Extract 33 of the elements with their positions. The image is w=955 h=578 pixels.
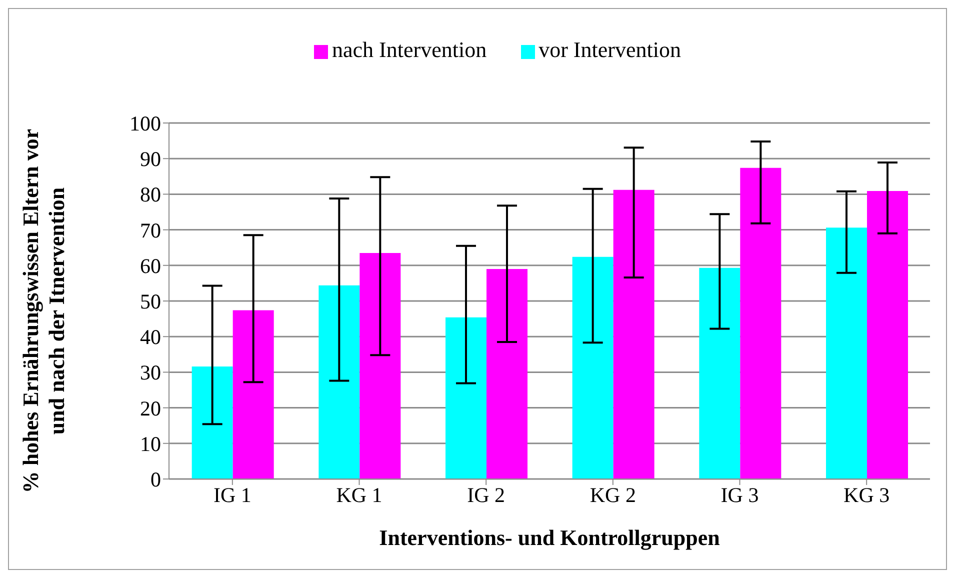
bar [318,285,360,479]
y-tick-label: 40 [140,325,161,350]
bar [192,366,233,479]
bar [486,268,528,479]
legend-label: vor Intervention [538,37,681,62]
bar [445,317,486,479]
bar [740,168,782,479]
y-tick-label: 90 [140,147,161,172]
y-tick-label: 70 [140,218,161,242]
x-tick-label: IG 3 [720,482,759,507]
bar [699,268,740,479]
bar [866,190,908,479]
x-tick-label: IG 1 [213,482,252,507]
x-axis-title: Interventions- und Kontrollgruppen [379,525,720,550]
y-axis-title: % hohes Ernährungswissen Eltern vor und nach der Itnervention [18,128,69,494]
y-tick-label: 80 [140,182,161,207]
bar [360,252,401,479]
y-tick-label: 50 [140,289,161,314]
bar [232,310,274,479]
x-tick-label: KG 3 [844,482,890,507]
y-tick-label: 30 [140,360,161,385]
bar [826,228,867,479]
y-tick-label: 10 [140,432,161,456]
y-tick-label: 60 [140,254,161,278]
legend-label: nach Intervention [332,37,487,62]
y-tick-label: 100 [130,111,161,136]
bar [572,256,614,479]
y-tick-label: 0 [150,467,161,492]
x-tick-label: KG 2 [590,482,636,507]
bar [613,190,654,479]
x-tick-label: IG 2 [467,482,506,507]
y-tick-label: 20 [140,396,161,420]
x-tick-label: KG 1 [336,482,382,507]
